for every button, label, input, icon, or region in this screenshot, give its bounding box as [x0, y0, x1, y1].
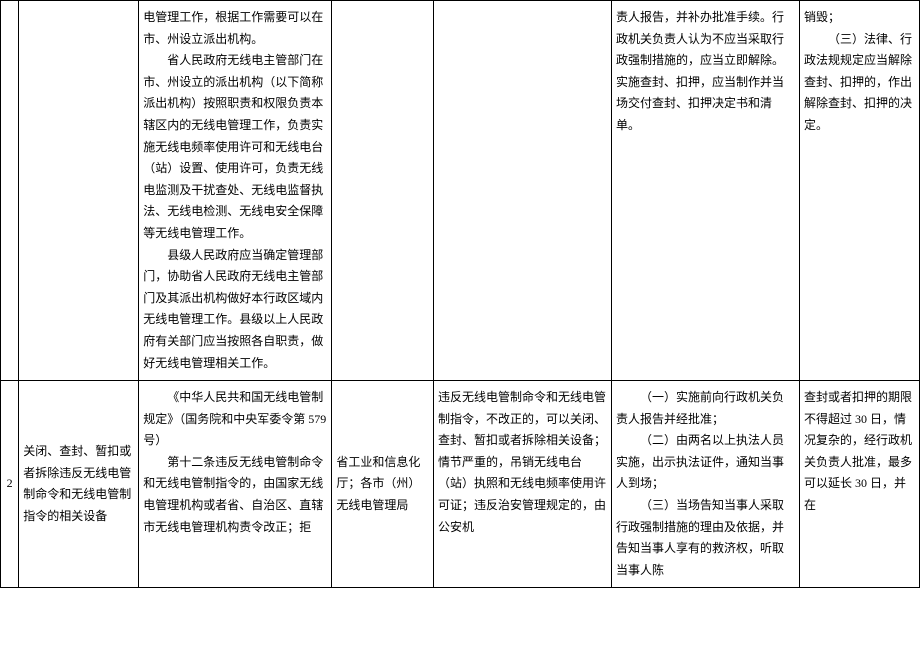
cell-text: 违反无线电管制命令和无线电管制指令，不改正的，可以关闭、查封、暂扣或者拆除相关设… [438, 390, 606, 534]
row2-deadline: 查封或者扣押的期限不得超过 30 日，情况复杂的，经行政机关负责人批准，最多可以… [800, 381, 920, 588]
row1-dept [332, 1, 434, 381]
paragraph: 销毁； [804, 10, 840, 24]
row1-deadline: 销毁； （三）法律、行政法规规定应当解除查封、扣押的，作出解除查封、扣押的决定。 [800, 1, 920, 381]
row2-num: 2 [1, 381, 19, 588]
cell-text: 关闭、查封、暂扣或者拆除违反无线电管制命令和无线电管制指令的相关设备 [23, 444, 131, 523]
cell-text: 省工业和信息化厅；各市（州）无线电管理局 [336, 455, 420, 512]
row2-dept: 省工业和信息化厅；各市（州）无线电管理局 [332, 381, 434, 588]
row1-name [19, 1, 139, 381]
paragraph: 第十二条违反无线电管制命令和无线电管制指令的，由国家无线电管理机构或者省、自治区… [143, 452, 327, 538]
row1-procedure: 责人报告，并补办批准手续。行政机关负责人认为不应当采取行政强制措施的，应当立即解… [611, 1, 799, 381]
paragraph: 责人报告，并补办批准手续。行政机关负责人认为不应当采取行政强制措施的，应当立即解… [616, 10, 784, 67]
row1-scope [434, 1, 612, 381]
paragraph: （三）法律、行政法规规定应当解除查封、扣押的，作出解除查封、扣押的决定。 [804, 29, 915, 137]
row2-scope: 违反无线电管制命令和无线电管制指令，不改正的，可以关闭、查封、暂扣或者拆除相关设… [434, 381, 612, 588]
row2-procedure: （一）实施前向行政机关负责人报告并经批准； （二）由两名以上执法人员实施，出示执… [611, 381, 799, 588]
cell-text: 查封或者扣押的期限不得超过 30 日，情况复杂的，经行政机关负责人批准，最多可以… [804, 390, 912, 512]
regulation-table: 电管理工作，根据工作需要可以在市、州设立派出机构。 省人民政府无线电主管部门在市… [0, 0, 920, 588]
paragraph: 《中华人民共和国无线电管制规定》（国务院和中央军委令第 579 号） [143, 387, 327, 452]
row1-num [1, 1, 19, 381]
row2-name: 关闭、查封、暂扣或者拆除违反无线电管制命令和无线电管制指令的相关设备 [19, 381, 139, 588]
paragraph: 实施查封、扣押，应当制作并当场交付查封、扣押决定书和清单。 [616, 75, 784, 132]
paragraph: 电管理工作，根据工作需要可以在市、州设立派出机构。 [143, 10, 323, 46]
row1-basis: 电管理工作，根据工作需要可以在市、州设立派出机构。 省人民政府无线电主管部门在市… [139, 1, 332, 381]
paragraph: （二）由两名以上执法人员实施，出示执法证件，通知当事人到场； [616, 430, 795, 495]
cell-text: 2 [7, 476, 13, 490]
row2-basis: 《中华人民共和国无线电管制规定》（国务院和中央军委令第 579 号） 第十二条违… [139, 381, 332, 588]
paragraph: （三）当场告知当事人采取行政强制措施的理由及依据，并告知当事人享有的救济权，听取… [616, 495, 795, 581]
paragraph: 县级人民政府应当确定管理部门，协助省人民政府无线电主管部门及其派出机构做好本行政… [143, 245, 327, 375]
paragraph: （一）实施前向行政机关负责人报告并经批准； [616, 387, 795, 430]
paragraph: 省人民政府无线电主管部门在市、州设立的派出机构（以下简称派出机构）按照职责和权限… [143, 50, 327, 244]
